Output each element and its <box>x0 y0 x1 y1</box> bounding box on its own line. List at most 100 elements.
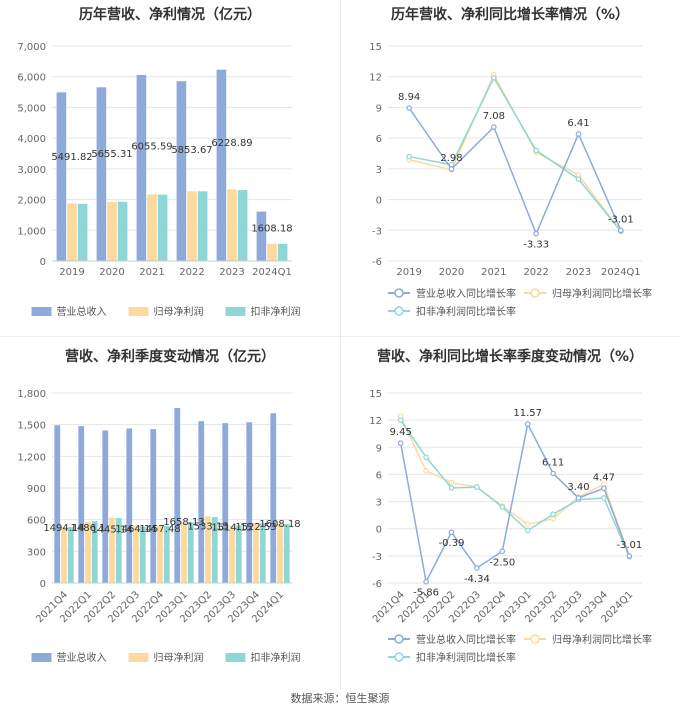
bar <box>77 203 88 261</box>
data-label: 2.98 <box>440 153 462 164</box>
bar <box>67 203 77 261</box>
bar <box>136 75 147 261</box>
bar <box>211 517 218 583</box>
data-point <box>448 485 455 491</box>
data-label: -4.34 <box>464 574 490 585</box>
x-tick-label: 2020 <box>99 267 124 278</box>
data-point <box>618 227 624 234</box>
x-tick-label: 2019 <box>59 267 84 278</box>
legend-label: 营业总收入同比增长率 <box>416 287 516 300</box>
y-tick-label: 2,000 <box>17 196 46 207</box>
y-tick-label: 3 <box>376 165 382 176</box>
data-point <box>575 495 582 501</box>
bar <box>267 243 277 261</box>
y-tick-label: -6 <box>372 257 382 268</box>
data-point <box>601 485 607 492</box>
bar <box>283 523 290 583</box>
quarterly-growth-chart: -6 -3 0 3 6 9 12 15 9.45 -5.86 -0.39 -4.34 -2.50 11.5… <box>369 389 652 664</box>
data-point <box>448 529 455 536</box>
y-tick-label: 15 <box>369 389 382 400</box>
quarterly-revenue-profit-chart: 03006009001,2001,5001,8001494.141486.114… <box>17 389 300 664</box>
data-point <box>406 105 412 111</box>
legend-label: 归母净利润 <box>154 651 204 664</box>
legend-label: 营业总收入 <box>57 651 107 664</box>
bar <box>198 421 205 583</box>
data-label: 11.57 <box>513 408 542 419</box>
quarterly-growth-panel: 营收、净利同比增长率季度变动情况（%） -6 -3 0 3 6 9 12 15 9.45 -5.8… <box>340 336 680 690</box>
y-tick-label: 3 <box>376 498 382 509</box>
y-tick-label: 6 <box>376 134 382 145</box>
y-tick-label: 0 <box>40 579 46 590</box>
y-tick-label: 0 <box>376 525 382 536</box>
data-label: 6.41 <box>567 118 589 129</box>
x-tick-label: 2022 <box>179 267 204 278</box>
legend-label: 归母净利润同比增长率 <box>552 633 652 646</box>
bar <box>147 194 157 261</box>
data-label: 1445.14 <box>91 525 132 536</box>
legend-marker <box>394 652 404 662</box>
bar <box>67 527 74 583</box>
data-label: -2.50 <box>489 557 515 568</box>
y-tick-label: 600 <box>27 516 46 527</box>
bar <box>133 526 139 583</box>
data-label: 1608.18 <box>259 519 300 530</box>
legend-label: 归母净利润 <box>154 305 204 318</box>
legend-swatch <box>225 307 246 316</box>
legend-label: 扣非净利润同比增长率 <box>416 651 516 664</box>
bar <box>181 522 187 583</box>
bar <box>115 518 122 583</box>
bar <box>78 426 85 583</box>
y-tick-label: 3,000 <box>17 165 46 176</box>
bar <box>237 190 248 261</box>
data-label: 6055.59 <box>131 141 172 152</box>
bar <box>227 189 237 261</box>
data-label: 1658.13 <box>163 517 204 528</box>
chart-title: 营收、净利同比增长率季度变动情况（%） <box>376 349 644 365</box>
data-point <box>423 468 429 474</box>
bar <box>91 521 98 583</box>
data-point <box>575 131 582 137</box>
data-label: 5655.31 <box>91 149 132 160</box>
bar <box>85 521 91 583</box>
data-label: 1457.48 <box>139 524 180 535</box>
legend-swatch <box>128 307 149 316</box>
data-point <box>423 454 429 461</box>
panel-divider-vertical <box>340 0 341 690</box>
data-label: 1494.14 <box>43 523 84 534</box>
y-tick-label: 15 <box>369 42 382 53</box>
y-tick-label: 1,500 <box>17 421 46 432</box>
y-tick-label: 9 <box>376 103 382 114</box>
bar <box>259 523 266 583</box>
legend-label: 营业总收入同比增长率 <box>416 633 516 646</box>
data-point <box>474 484 480 490</box>
series-line <box>399 421 631 585</box>
chart-title: 营收、净利季度变动情况（亿元） <box>65 349 275 365</box>
x-tick-label: 2021 <box>481 267 506 278</box>
data-label: -3.01 <box>616 540 642 551</box>
legend-label: 归母净利润同比增长率 <box>552 287 652 300</box>
data-label: 1514.15 <box>211 522 252 533</box>
bar <box>246 422 253 583</box>
data-point <box>550 511 556 518</box>
data-label: 1608.18 <box>251 223 292 234</box>
legend-marker <box>394 288 404 298</box>
data-point <box>397 440 404 447</box>
legend-marker <box>394 306 404 316</box>
bar <box>235 525 242 583</box>
bar <box>157 194 168 261</box>
y-tick-label: -3 <box>372 226 382 237</box>
bar <box>277 243 288 261</box>
data-point <box>533 147 539 154</box>
annual-growth-chart: -6 -3 0 3 6 9 12 15 8.94 2.98 7.08 -3.33 6.41 -3.01 20… <box>369 42 652 318</box>
series-line <box>400 416 631 558</box>
series-line <box>408 107 622 236</box>
data-label: 1522.53 <box>235 522 276 533</box>
data-label: 8.94 <box>398 92 420 103</box>
annual-revenue-profit-panel: 历年营收、净利情况（亿元） 0 1,000 2,000 3,000 4,000 5,000… <box>0 0 340 336</box>
data-point <box>491 124 497 130</box>
bar <box>205 516 211 583</box>
y-tick-label: 1,200 <box>17 452 46 463</box>
bar <box>174 407 181 583</box>
y-tick-label: 6,000 <box>17 73 46 84</box>
bar <box>176 81 187 261</box>
